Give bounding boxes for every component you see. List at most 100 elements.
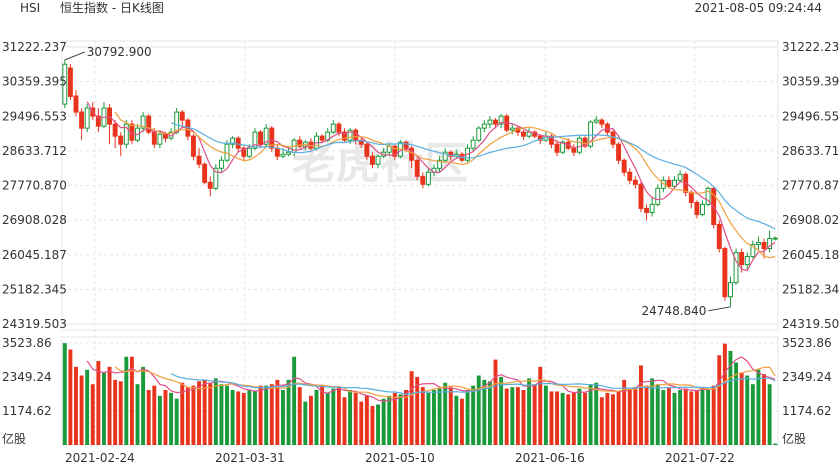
volume-bar — [308, 395, 313, 445]
volume-bar — [644, 385, 649, 445]
volume-bar — [538, 366, 543, 445]
ma-mid-line — [114, 111, 776, 259]
high-label: 30792.900 — [87, 45, 152, 59]
candle-body — [196, 155, 202, 165]
volume-bar — [543, 385, 548, 445]
candle-body — [727, 282, 733, 298]
candle-body — [627, 171, 633, 181]
price-tick-right: 31222.237 — [782, 40, 840, 54]
volume-bar — [532, 384, 537, 445]
volume-bar — [247, 390, 252, 445]
volume-bar — [711, 385, 716, 445]
volume-bar — [717, 355, 722, 445]
volume-bar — [465, 390, 470, 445]
volume-bar — [459, 398, 464, 445]
candle-body — [207, 181, 213, 189]
volume-tick-left: 1174.62 — [2, 404, 52, 418]
volume-bar — [616, 391, 621, 445]
candle-body — [202, 163, 208, 183]
candle-body — [235, 137, 241, 149]
volume-bar — [728, 350, 733, 445]
candle-body — [95, 115, 101, 127]
price-tick-left: 26045.187 — [2, 248, 67, 262]
volume-bar — [364, 395, 369, 445]
candle-body — [190, 135, 196, 157]
candle-body — [73, 95, 79, 113]
volume-bar — [197, 381, 202, 445]
candle-body — [481, 123, 487, 129]
candle-body — [767, 238, 773, 250]
price-tick-right: 27770.870 — [782, 179, 840, 193]
volume-bar — [191, 385, 196, 445]
price-tick-right: 26908.028 — [782, 213, 840, 227]
volume-bar — [661, 390, 666, 445]
volume-bar — [331, 388, 336, 445]
candle-body — [224, 143, 230, 161]
candle-body — [599, 119, 605, 125]
candle-body — [241, 147, 247, 157]
volume-bar — [571, 392, 576, 445]
candle-body — [280, 153, 286, 157]
volume-bar — [348, 390, 353, 445]
candle-body — [509, 127, 515, 131]
candle-body — [739, 252, 745, 266]
volume-bar — [269, 384, 274, 445]
volume-bar — [342, 397, 347, 445]
volume-bar — [583, 392, 587, 445]
candle-body — [677, 173, 683, 181]
volume-bar — [745, 375, 750, 445]
candle-body — [330, 123, 336, 133]
volume-bar — [74, 366, 78, 445]
candle-body — [336, 123, 342, 133]
volume-bar — [683, 388, 688, 445]
volume-bar — [62, 343, 67, 445]
volume-bar — [113, 379, 118, 445]
candle-body — [576, 137, 582, 153]
candle-body — [554, 143, 560, 153]
ma-short-line — [86, 101, 776, 272]
candle-body — [112, 123, 118, 137]
volume-bar — [79, 375, 84, 445]
volume-bar — [185, 387, 190, 445]
price-tick-left: 28633.712 — [2, 144, 67, 158]
candle-body — [263, 127, 269, 145]
volume-bar — [219, 384, 224, 445]
price-tick-right: 30359.395 — [782, 75, 840, 89]
volume-bar — [135, 384, 140, 445]
volume-bar — [655, 384, 660, 445]
volume-bar — [359, 401, 364, 445]
volume-bar — [599, 397, 604, 445]
volume-bar — [594, 382, 599, 445]
candle-body — [353, 129, 359, 141]
volume-bar — [129, 356, 134, 445]
price-tick-left: 30359.395 — [2, 75, 67, 89]
candle-body — [342, 131, 347, 141]
volume-bar — [476, 375, 481, 445]
timestamp: 2021-08-05 09:24:44 — [695, 1, 822, 15]
volume-tick-right: 1174.62 — [782, 404, 832, 418]
volume-bar — [118, 381, 123, 445]
volume-bar — [767, 384, 772, 445]
volume-bar — [376, 404, 381, 445]
volume-bar — [694, 390, 699, 445]
volume-bar — [504, 388, 509, 445]
volume-unit-left: 亿股 — [2, 431, 26, 446]
price-tick-left: 24319.503 — [2, 317, 67, 331]
volume-bar — [152, 385, 157, 445]
date-tick: 2021-03-31 — [215, 451, 285, 465]
candle-body — [688, 191, 694, 203]
vol-ma-short-line — [86, 356, 776, 402]
price-tick-right: 26045.187 — [782, 248, 840, 262]
candle-body — [593, 119, 599, 123]
volume-bar — [163, 390, 168, 445]
candle-body — [644, 207, 650, 213]
date-tick: 2021-05-10 — [365, 451, 435, 465]
candle-body — [672, 179, 677, 187]
volume-bar — [426, 392, 431, 445]
candle-body — [179, 111, 185, 121]
volume-bar — [689, 391, 694, 445]
chart-title: 恒生指数 - 日K线图 — [60, 0, 164, 15]
candle-body — [252, 131, 258, 149]
candle-body — [772, 237, 778, 240]
candle-body — [716, 223, 722, 250]
